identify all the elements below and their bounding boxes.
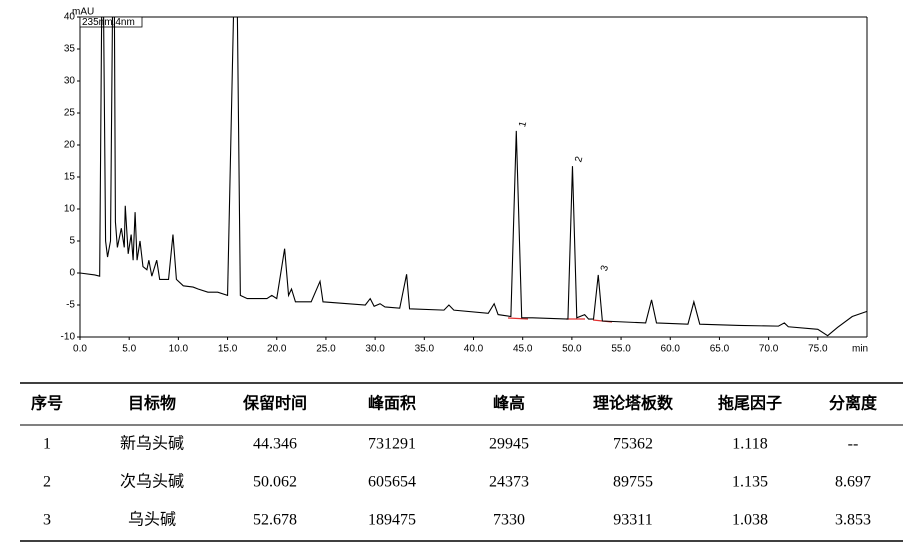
y-tick-label: 10 bbox=[64, 204, 76, 215]
table-cell: 2 bbox=[43, 474, 51, 491]
x-tick-label: 40.0 bbox=[464, 344, 484, 355]
y-axis-label: mAU bbox=[72, 7, 94, 18]
x-axis-label: min bbox=[852, 344, 868, 355]
legend-box bbox=[79, 16, 143, 28]
table-cell: 89755 bbox=[613, 474, 653, 491]
table-header-cell: 序号 bbox=[31, 394, 63, 413]
x-tick-label: 15.0 bbox=[218, 344, 238, 355]
table-header-cell: 峰高 bbox=[493, 394, 525, 413]
table-cell: 1 bbox=[43, 436, 51, 453]
x-tick-label: 75.0 bbox=[808, 344, 828, 355]
table-header-cell: 保留时间 bbox=[242, 394, 307, 413]
table-cell: 50.062 bbox=[253, 474, 297, 491]
table-cell: -- bbox=[848, 436, 859, 453]
y-tick-label: 20 bbox=[64, 140, 76, 151]
table-cell: 24373 bbox=[489, 474, 529, 491]
x-tick-label: 70.0 bbox=[759, 344, 779, 355]
table-cell: 次乌头碱 bbox=[120, 473, 184, 491]
x-tick-label: 30.0 bbox=[365, 344, 385, 355]
baseline-1 bbox=[507, 317, 529, 320]
table-header-cell: 分离度 bbox=[829, 394, 878, 413]
peak-label: 2 bbox=[573, 155, 585, 164]
table-cell: 93311 bbox=[613, 512, 652, 529]
y-tick-label: -10 bbox=[61, 332, 76, 343]
table-cell: 605654 bbox=[368, 474, 416, 491]
table-cell: 52.678 bbox=[253, 512, 297, 529]
x-tick-label: 35.0 bbox=[415, 344, 435, 355]
table-cell: 3 bbox=[43, 512, 51, 529]
x-tick-label: 55.0 bbox=[611, 344, 631, 355]
table-header-cell: 理论塔板数 bbox=[593, 394, 674, 413]
table-header-cell: 峰面积 bbox=[368, 394, 416, 413]
table-cell: 44.346 bbox=[253, 436, 297, 453]
chromatogram-trace bbox=[79, 16, 868, 337]
table-cell: 75362 bbox=[613, 436, 653, 453]
legend-label: 235nm,4nm bbox=[82, 17, 135, 28]
x-tick-label: 0.0 bbox=[73, 344, 87, 355]
x-tick-label: 5.0 bbox=[122, 344, 136, 355]
x-tick-label: 65.0 bbox=[710, 344, 730, 355]
table-header-cell: 拖尾因子 bbox=[718, 394, 782, 413]
table-cell: 7330 bbox=[493, 512, 525, 529]
y-tick-label: 35 bbox=[64, 44, 76, 55]
table-cell: 1.118 bbox=[732, 436, 767, 453]
table-cell: 1.135 bbox=[732, 474, 768, 491]
y-tick-label: 15 bbox=[64, 172, 76, 183]
y-tick-label: 0 bbox=[69, 268, 75, 279]
y-tick-label: 25 bbox=[64, 108, 76, 119]
table-cell: 3.853 bbox=[835, 512, 871, 529]
x-tick-label: 20.0 bbox=[267, 344, 287, 355]
x-tick-label: 10.0 bbox=[169, 344, 189, 355]
y-tick-label: 30 bbox=[64, 76, 76, 87]
x-tick-label: 45.0 bbox=[513, 344, 533, 355]
table-cell: 189475 bbox=[368, 512, 416, 529]
x-tick-label: 60.0 bbox=[661, 344, 681, 355]
x-tick-label: 25.0 bbox=[316, 344, 336, 355]
table-cell: 1.038 bbox=[732, 512, 768, 529]
table-cell: 731291 bbox=[368, 436, 416, 453]
table-header-cell: 目标物 bbox=[128, 394, 176, 413]
peak-label: 1 bbox=[517, 120, 529, 129]
table-cell: 8.697 bbox=[835, 474, 871, 491]
y-tick-label: 5 bbox=[69, 236, 75, 247]
table-cell: 新乌头碱 bbox=[120, 435, 184, 453]
peak-label: 3 bbox=[599, 264, 611, 273]
y-tick-label: 40 bbox=[64, 12, 76, 23]
table-cell: 29945 bbox=[489, 436, 529, 453]
x-tick-label: 50.0 bbox=[562, 344, 582, 355]
table-cell: 乌头碱 bbox=[128, 511, 176, 529]
y-tick-label: -5 bbox=[66, 300, 75, 311]
